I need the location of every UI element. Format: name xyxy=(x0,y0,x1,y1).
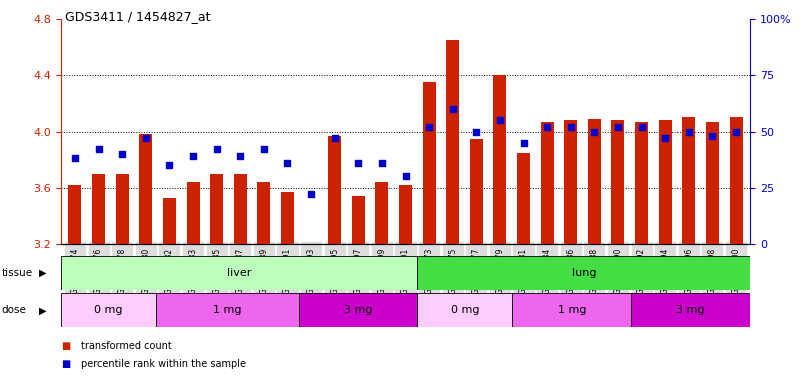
Text: lung: lung xyxy=(572,268,596,278)
Bar xyxy=(493,75,506,244)
Text: 3 mg: 3 mg xyxy=(344,305,372,315)
Text: GDS3411 / 1454827_at: GDS3411 / 1454827_at xyxy=(65,10,210,23)
Bar xyxy=(682,118,695,244)
Point xyxy=(541,124,554,130)
Bar xyxy=(517,152,530,244)
Bar xyxy=(281,192,294,244)
Text: 1 mg: 1 mg xyxy=(558,305,586,315)
Text: transformed count: transformed count xyxy=(81,341,172,351)
Bar xyxy=(234,174,247,244)
Bar xyxy=(210,174,223,244)
Bar xyxy=(730,118,743,244)
Bar xyxy=(418,293,513,327)
Point xyxy=(635,124,648,130)
Bar xyxy=(187,182,200,244)
Bar xyxy=(61,256,418,290)
Bar xyxy=(635,122,648,244)
Point xyxy=(517,140,530,146)
Text: percentile rank within the sample: percentile rank within the sample xyxy=(81,359,246,369)
Point xyxy=(588,128,601,135)
Text: ■: ■ xyxy=(61,341,70,351)
Bar xyxy=(68,185,81,244)
Text: ▶: ▶ xyxy=(39,305,46,315)
Point xyxy=(470,128,483,135)
Bar xyxy=(706,122,719,244)
Point xyxy=(730,128,743,135)
Bar xyxy=(470,139,483,244)
Point xyxy=(682,128,695,135)
Bar xyxy=(352,196,365,244)
Text: liver: liver xyxy=(227,268,251,278)
Bar xyxy=(446,40,459,244)
Point xyxy=(493,117,506,123)
Bar xyxy=(631,293,750,327)
Text: 3 mg: 3 mg xyxy=(676,305,705,315)
Bar xyxy=(611,120,624,244)
Bar xyxy=(423,83,436,244)
Bar xyxy=(513,293,631,327)
Bar xyxy=(375,182,388,244)
Point xyxy=(706,133,719,139)
Bar xyxy=(139,134,152,244)
Bar xyxy=(418,256,750,290)
Point xyxy=(257,146,270,152)
Bar xyxy=(61,293,156,327)
Text: 0 mg: 0 mg xyxy=(94,305,122,315)
Point xyxy=(234,153,247,159)
Point xyxy=(399,174,412,180)
Point xyxy=(352,160,365,166)
Text: 0 mg: 0 mg xyxy=(451,305,479,315)
Point xyxy=(423,124,436,130)
Bar xyxy=(163,197,176,244)
Point xyxy=(281,160,294,166)
Point xyxy=(305,191,318,197)
Point xyxy=(210,146,223,152)
Point xyxy=(564,124,577,130)
Bar xyxy=(588,119,601,244)
Point xyxy=(139,135,152,141)
Point xyxy=(611,124,624,130)
Bar xyxy=(92,174,105,244)
Point xyxy=(375,160,388,166)
Bar xyxy=(257,182,270,244)
Text: 1 mg: 1 mg xyxy=(213,305,242,315)
Point xyxy=(68,156,81,162)
Text: ▶: ▶ xyxy=(39,268,46,278)
Point xyxy=(446,106,459,112)
Bar xyxy=(564,120,577,244)
Point xyxy=(187,153,200,159)
Bar xyxy=(156,293,298,327)
Point xyxy=(163,162,176,168)
Text: tissue: tissue xyxy=(2,268,32,278)
Point xyxy=(92,146,105,152)
Bar xyxy=(328,136,341,244)
Bar xyxy=(541,122,554,244)
Bar xyxy=(298,293,418,327)
Point xyxy=(116,151,129,157)
Text: dose: dose xyxy=(2,305,27,315)
Bar xyxy=(399,185,412,244)
Text: ■: ■ xyxy=(61,359,70,369)
Bar xyxy=(659,120,672,244)
Point xyxy=(659,135,672,141)
Point xyxy=(328,135,341,141)
Bar xyxy=(116,174,129,244)
